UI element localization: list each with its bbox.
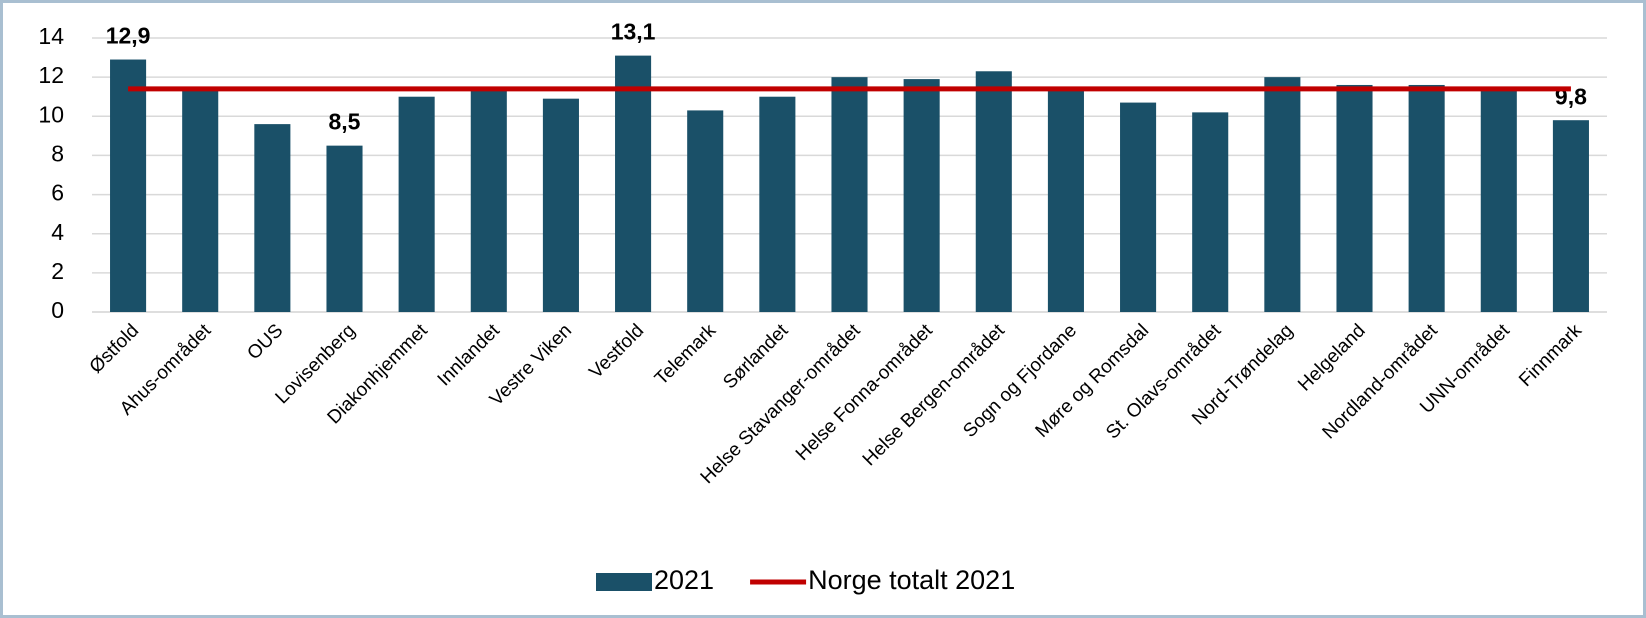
legend-label: Norge totalt 2021 (808, 565, 1015, 595)
bar (1552, 120, 1589, 312)
bar (975, 71, 1012, 313)
y-tick-label: 4 (51, 219, 64, 245)
data-label: 13,1 (611, 19, 656, 45)
data-label: 12,9 (106, 23, 151, 49)
bar (326, 145, 363, 312)
y-tick-label: 12 (38, 62, 64, 88)
bar (831, 77, 868, 313)
y-tick-label: 8 (51, 141, 64, 167)
bar (1408, 84, 1445, 312)
bar (1264, 77, 1301, 313)
bar (1120, 102, 1157, 312)
bar (398, 96, 435, 312)
bar (470, 88, 507, 312)
y-tick-label: 6 (51, 180, 64, 206)
y-tick-label: 10 (38, 101, 64, 127)
data-label: 8,5 (329, 109, 361, 135)
y-tick-label: 0 (51, 297, 64, 323)
legend-swatch (596, 573, 652, 591)
y-tick-label: 14 (38, 23, 64, 49)
bar (182, 88, 219, 312)
bar (1336, 84, 1373, 312)
bar (1480, 88, 1517, 312)
bar (615, 55, 652, 312)
legend-label: 2021 (654, 565, 714, 595)
bar (1192, 112, 1229, 312)
bar (110, 59, 147, 313)
bar (759, 96, 796, 312)
bar (903, 79, 940, 312)
bar (542, 98, 579, 313)
bar (687, 110, 724, 313)
bar (254, 124, 291, 312)
bar (1047, 88, 1084, 312)
y-tick-label: 2 (51, 258, 64, 284)
